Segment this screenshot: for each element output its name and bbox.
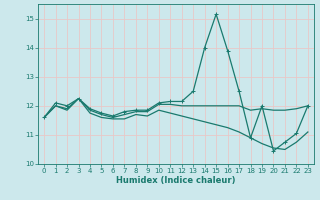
X-axis label: Humidex (Indice chaleur): Humidex (Indice chaleur)	[116, 176, 236, 185]
